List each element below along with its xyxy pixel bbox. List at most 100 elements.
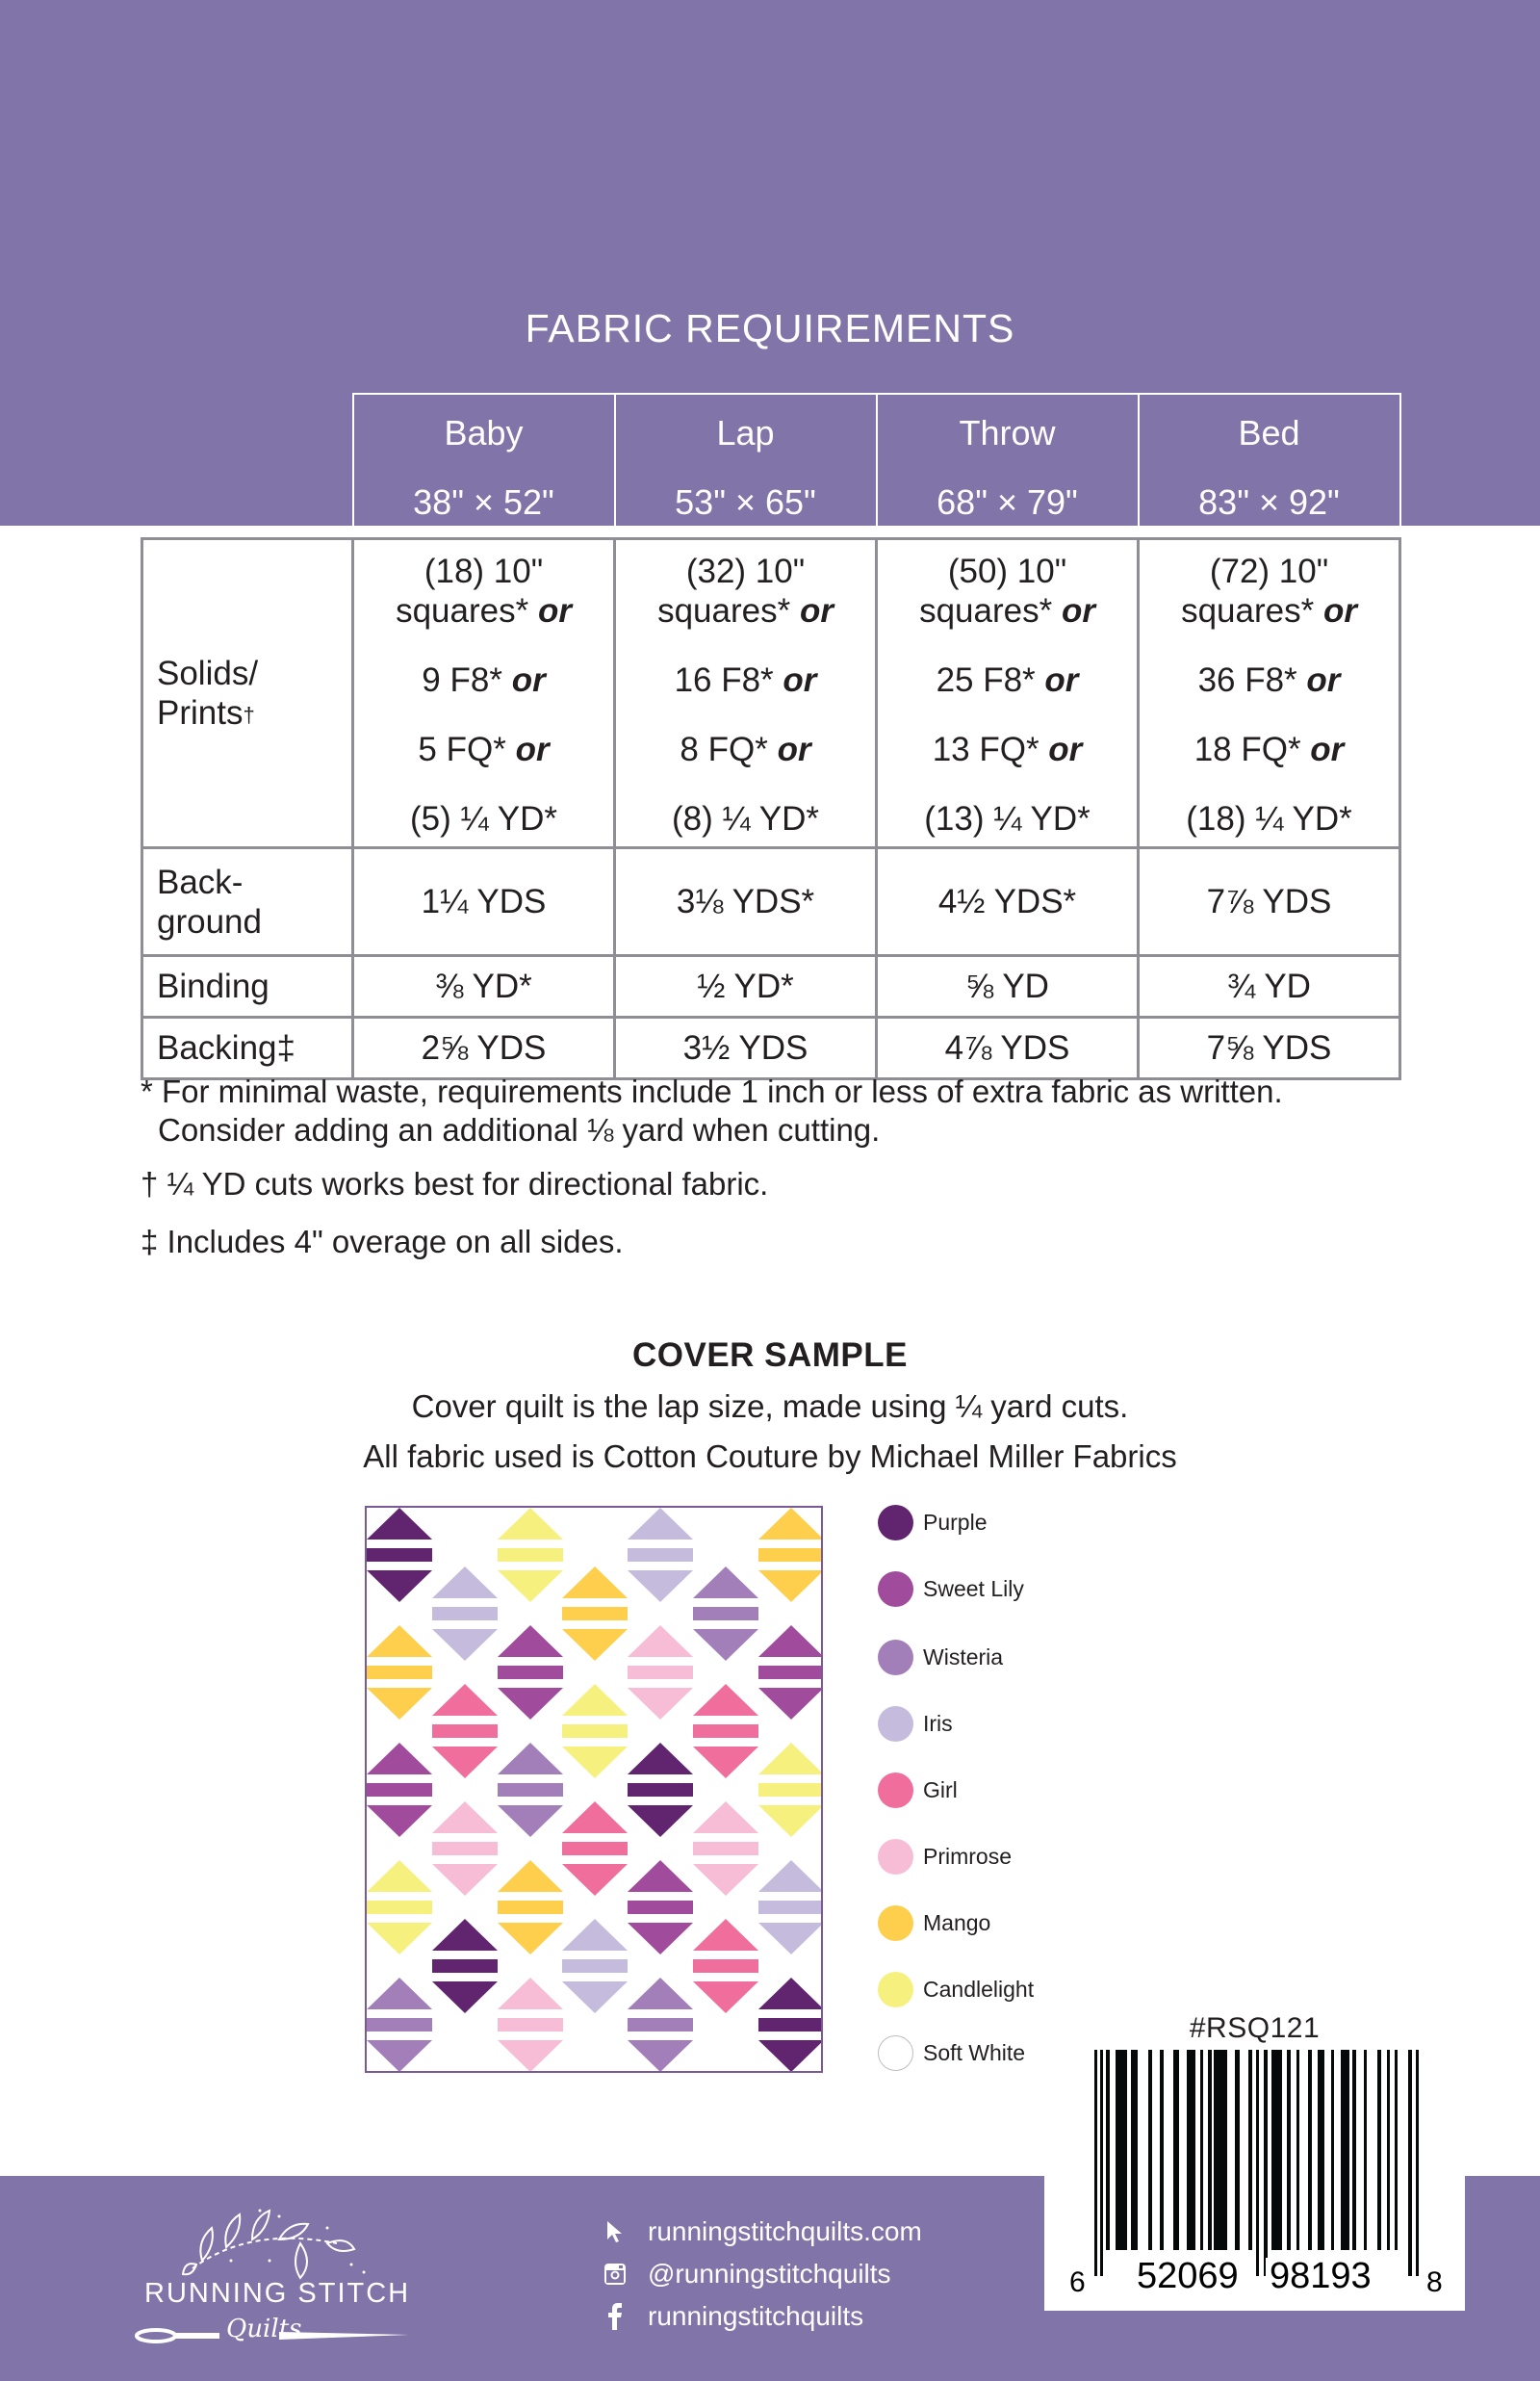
needle-icon — [135, 2328, 409, 2343]
swatch-circle-icon — [878, 1772, 913, 1808]
row-label-backing: Backing‡ — [141, 1016, 354, 1080]
table-cell: ⅜ YD* — [351, 954, 616, 1019]
table-cell: 2⅝ YDS — [351, 1016, 616, 1080]
cover-sample-heading: COVER SAMPLE — [631, 1336, 909, 1374]
table-row-backing: Backing‡ 2⅝ YDS 3½ YDS 4⅞ YDS 7⅝ YDS — [141, 1016, 1401, 1080]
contact-facebook[interactable]: runningstitchquilts — [602, 2297, 1044, 2336]
quilt-block — [367, 1508, 432, 1602]
row-label-solids-prints: Solids/Prints† — [141, 537, 354, 849]
table-cell: 1¼ YDS — [351, 846, 616, 957]
table-row-background: Back-ground 1¼ YDS 3⅛ YDS* 4½ YDS* 7⅞ YD… — [141, 846, 1401, 957]
legend-label: Sweet Lily — [923, 1575, 1024, 1601]
table-cell: 4⅞ YDS — [875, 1016, 1140, 1080]
solids-cell: (18) 10" squares* or 9 F8* or 5 FQ* or (5) ¼… — [351, 537, 616, 849]
solids-option: 8 FQ* or — [680, 731, 811, 768]
quilt-block — [628, 1860, 694, 1954]
solids-option: squares* or — [396, 592, 572, 630]
table-cell: 3⅛ YDS* — [613, 846, 878, 957]
barcode-bars — [1094, 2050, 1422, 2276]
quilt-block — [497, 1625, 563, 1720]
table-cell: ⅝ YD — [875, 954, 1140, 1019]
quilt-block — [562, 1566, 629, 1661]
quilt-block — [693, 1801, 758, 1896]
barcode-digit-right: 8 — [1426, 2266, 1443, 2298]
table-cell: ¾ YD — [1137, 954, 1401, 1019]
solids-option: 25 F8* or — [936, 661, 1079, 699]
quilt-block — [757, 1978, 821, 2071]
legend-item: Sweet Lily — [878, 1570, 1128, 1607]
quilt-block — [562, 1684, 629, 1778]
legend-item: Girl — [878, 1772, 1128, 1808]
brand-logo: RUNNING STITCH Quilts — [135, 2205, 414, 2368]
page-title: FABRIC REQUIREMENTS — [525, 306, 1015, 350]
row-label-binding: Binding — [141, 954, 354, 1019]
quilt-block — [562, 1919, 629, 2013]
quilt-block — [562, 1801, 629, 1896]
legend-label: Soft White — [923, 2039, 1026, 2065]
quilt-block — [757, 1508, 821, 1602]
contact-instagram[interactable]: @runningstitchquilts — [602, 2255, 1044, 2293]
quilt-block — [367, 1860, 432, 1954]
contact-website[interactable]: runningstitchquilts.com — [602, 2213, 1044, 2251]
quilt-block — [757, 1743, 821, 1837]
legend-label: Primrose — [923, 1843, 1013, 1869]
footnotes: * For minimal waste, requirements includ… — [141, 1073, 1392, 1261]
quilt-block — [693, 1919, 758, 2013]
row-label-background: Back-ground — [141, 846, 354, 957]
swatch-circle-icon — [878, 1705, 913, 1742]
quilt-block — [431, 1684, 498, 1778]
solids-option: 16 F8* or — [674, 661, 817, 699]
swatch-circle-icon — [878, 1971, 913, 2007]
swatch-circle-icon — [878, 1570, 913, 1607]
legend-item: Mango — [878, 1904, 1128, 1941]
solids-option: 18 FQ* or — [1194, 731, 1345, 768]
swatch-circle-icon — [878, 1504, 913, 1540]
quilt-block — [757, 1625, 821, 1720]
legend-label: Wisteria — [923, 1643, 1004, 1669]
table-row-solids-prints: Solids/Prints† (18) 10" squares* or 9 F8* … — [141, 537, 1401, 849]
legend-label: Iris — [923, 1710, 953, 1736]
legend-label: Purple — [923, 1509, 988, 1535]
legend-item: Soft White — [878, 2034, 1128, 2071]
swatch-circle-icon — [878, 2034, 913, 2071]
legend-item: Primrose — [878, 1838, 1128, 1875]
facebook-icon — [602, 2303, 629, 2330]
solids-cell: (32) 10" squares* or 16 F8* or 8 FQ* or (8) … — [613, 537, 878, 849]
quilt-block — [497, 1508, 563, 1602]
legend-label: Girl — [923, 1776, 958, 1802]
quilt-block — [628, 1743, 694, 1837]
header-size-lap: Lap 53" × 65" — [613, 393, 878, 540]
swatch-circle-icon — [878, 1904, 913, 1941]
solids-option: (72) 10" — [1209, 553, 1329, 590]
brand-name: RUNNING STITCH — [144, 2278, 411, 2309]
quilt-illustration — [365, 1506, 823, 2073]
header-size-baby: Baby 38" × 52" — [351, 393, 616, 540]
table-cell: 4½ YDS* — [875, 846, 1140, 957]
leaf-branch-icon — [181, 2209, 366, 2280]
legend-item: Wisteria — [878, 1639, 1128, 1675]
footnote-dagger: † ¼ YD cuts works best for directional f… — [141, 1166, 769, 1202]
swatch-circle-icon — [878, 1639, 913, 1675]
quilt-block — [497, 1743, 563, 1837]
fabric-requirements-table: Baby 38" × 52" Lap 53" × 65" Throw 68" × 79… — [141, 393, 1401, 1080]
quilt-block — [431, 1566, 498, 1661]
instagram-handle[interactable]: @runningstitchquilts — [648, 2259, 891, 2289]
swatch-circle-icon — [878, 1838, 913, 1875]
solids-option: (8) ¼ YD* — [671, 800, 820, 838]
solids-cell: (72) 10" squares* or 36 F8* or 18 FQ* or (18… — [1137, 537, 1401, 849]
header-blank-cell — [142, 394, 353, 539]
quilt-block — [367, 1625, 432, 1720]
facebook-page[interactable]: runningstitchquilts — [648, 2301, 864, 2331]
solids-option: (18) ¼ YD* — [1186, 800, 1352, 838]
solids-option: (18) 10" — [424, 553, 544, 590]
website-link[interactable]: runningstitchquilts.com — [648, 2216, 922, 2246]
solids-cell: (50) 10" squares* or 25 F8* or 13 FQ* or (13… — [875, 537, 1140, 849]
footnote-asterisk: * For minimal waste, requirements includ… — [141, 1074, 1283, 1148]
solids-option: 36 F8* or — [1197, 661, 1341, 699]
quilt-block — [628, 1508, 694, 1602]
barcode-panel: #RSQ121 6 52069 98193 8 — [1044, 2012, 1465, 2311]
solids-option: (13) ¼ YD* — [924, 800, 1091, 838]
table-cell: 7⅝ YDS — [1137, 1016, 1401, 1080]
barcode-digit-left: 6 — [1069, 2266, 1086, 2298]
solids-option: (32) 10" — [685, 553, 806, 590]
